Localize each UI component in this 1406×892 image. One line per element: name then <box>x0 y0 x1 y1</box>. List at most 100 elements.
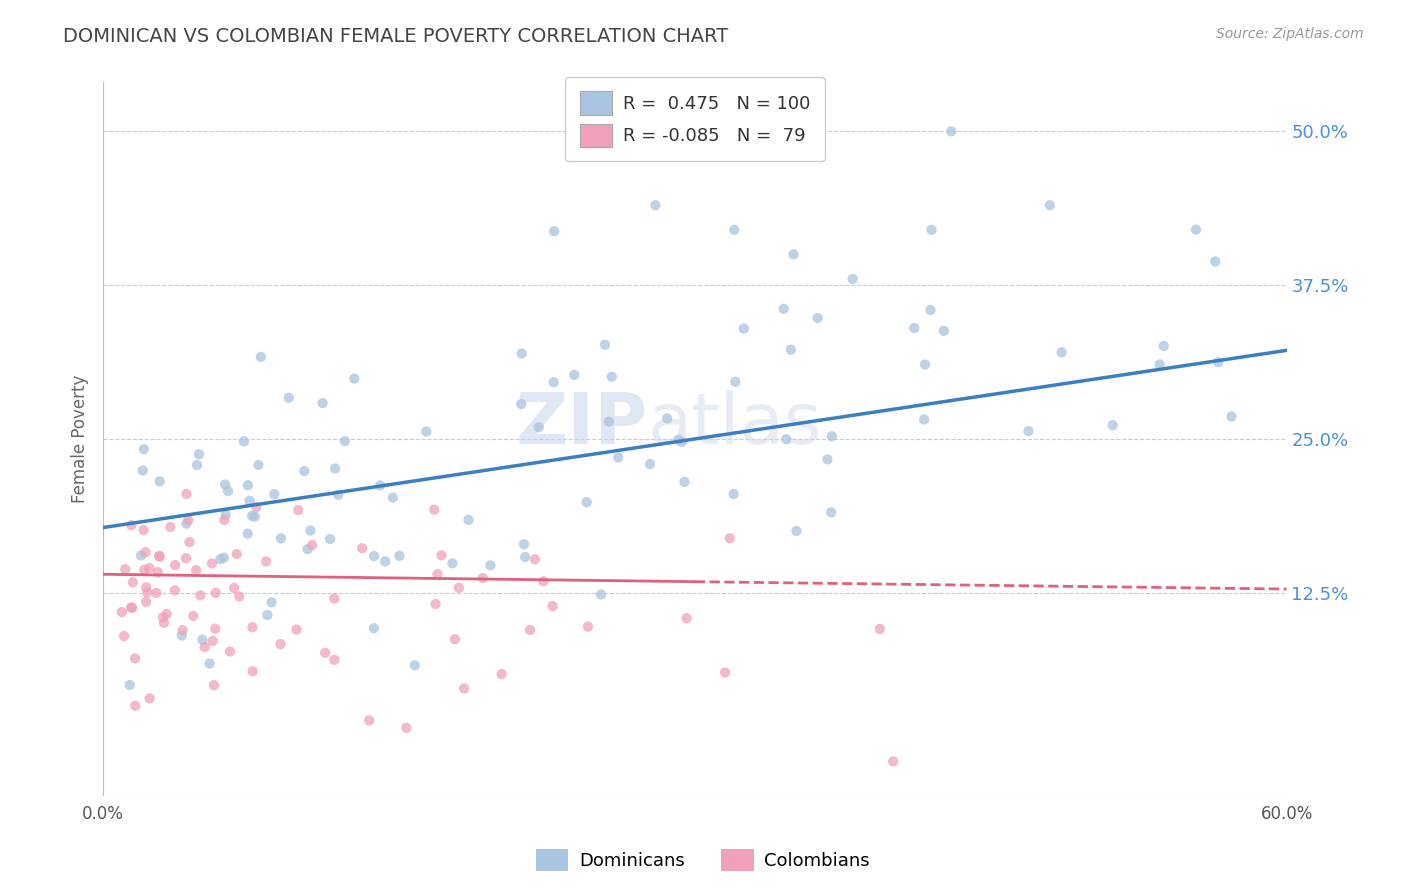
Point <box>242 620 264 634</box>
Y-axis label: Female Poverty: Female Poverty <box>72 375 89 503</box>
Point <box>415 425 437 439</box>
Point <box>172 624 194 638</box>
Point <box>245 500 267 515</box>
Point <box>531 574 554 589</box>
Point <box>299 524 322 538</box>
Point <box>600 369 623 384</box>
Point <box>124 651 146 665</box>
Point <box>782 247 804 261</box>
Point <box>163 583 186 598</box>
Point <box>159 520 181 534</box>
Point <box>247 458 270 472</box>
Point <box>138 691 160 706</box>
Point <box>250 350 273 364</box>
Point <box>256 607 278 622</box>
Point <box>1206 355 1229 369</box>
Point <box>723 223 745 237</box>
Point <box>368 478 391 492</box>
Point <box>1017 424 1039 438</box>
Point <box>145 586 167 600</box>
Point <box>135 595 157 609</box>
Point <box>575 495 598 509</box>
Point <box>903 321 925 335</box>
Point <box>425 597 447 611</box>
Point <box>120 518 142 533</box>
Point <box>543 224 565 238</box>
Point <box>404 658 426 673</box>
Point <box>920 303 942 318</box>
Point <box>149 475 172 489</box>
Point <box>671 434 693 449</box>
Point <box>1039 198 1062 212</box>
Point <box>381 491 404 505</box>
Point <box>882 755 904 769</box>
Point <box>323 653 346 667</box>
Point <box>359 714 381 728</box>
Point <box>297 542 319 557</box>
Point <box>287 503 309 517</box>
Point <box>323 461 346 475</box>
Text: DOMINICAN VS COLOMBIAN FEMALE POVERTY CORRELATION CHART: DOMINICAN VS COLOMBIAN FEMALE POVERTY CO… <box>63 27 728 45</box>
Point <box>673 475 696 489</box>
Text: Source: ZipAtlas.com: Source: ZipAtlas.com <box>1216 27 1364 41</box>
Point <box>225 547 247 561</box>
Point <box>186 458 208 472</box>
Point <box>733 321 755 335</box>
Point <box>204 622 226 636</box>
Point <box>149 549 172 564</box>
Point <box>277 391 299 405</box>
Point <box>254 554 277 568</box>
Point <box>921 223 943 237</box>
Point <box>657 411 679 425</box>
Point <box>201 634 224 648</box>
Point <box>323 591 346 606</box>
Point <box>510 346 533 360</box>
Point <box>209 552 232 566</box>
Point <box>785 524 807 538</box>
Point <box>236 478 259 492</box>
Point <box>333 434 356 449</box>
Point <box>194 640 217 654</box>
Point <box>430 549 453 563</box>
Point <box>136 585 159 599</box>
Point <box>932 324 955 338</box>
Point <box>269 637 291 651</box>
Point <box>423 502 446 516</box>
Point <box>181 609 204 624</box>
Point <box>1220 409 1243 424</box>
Point <box>869 622 891 636</box>
Point <box>214 513 236 527</box>
Point <box>444 632 467 647</box>
Point <box>541 599 564 613</box>
Point <box>491 667 513 681</box>
Point <box>236 526 259 541</box>
Point <box>841 272 863 286</box>
Point <box>1185 222 1208 236</box>
Point <box>285 623 308 637</box>
Point <box>146 565 169 579</box>
Point <box>201 557 224 571</box>
Point <box>311 396 333 410</box>
Point <box>138 561 160 575</box>
Point <box>524 552 547 566</box>
Point <box>177 513 200 527</box>
Point <box>118 678 141 692</box>
Point <box>202 678 225 692</box>
Point <box>724 375 747 389</box>
Point <box>228 590 250 604</box>
Point <box>170 628 193 642</box>
Point <box>1153 339 1175 353</box>
Point <box>112 629 135 643</box>
Point <box>301 538 323 552</box>
Point <box>319 532 342 546</box>
Text: ZIP: ZIP <box>515 390 648 459</box>
Point <box>121 600 143 615</box>
Point <box>217 484 239 499</box>
Point <box>174 551 197 566</box>
Point <box>363 621 385 635</box>
Point <box>243 509 266 524</box>
Point <box>132 463 155 477</box>
Point <box>198 657 221 671</box>
Point <box>190 589 212 603</box>
Point <box>165 558 187 572</box>
